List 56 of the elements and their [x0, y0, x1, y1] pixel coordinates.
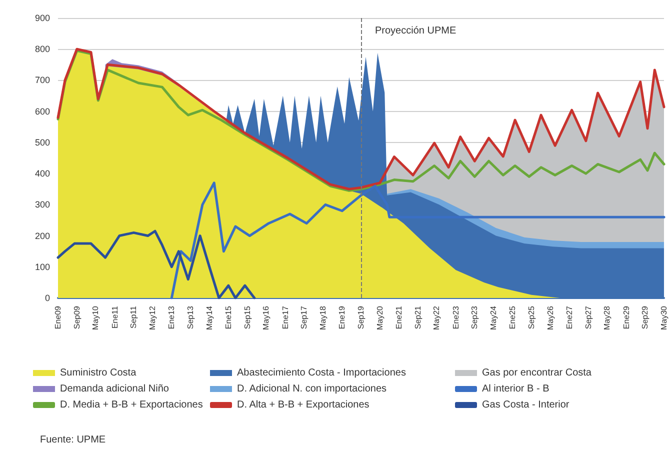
x-tick-label: Ene09 — [54, 305, 62, 330]
y-tick-label: 400 — [34, 168, 50, 179]
line-series — [56, 230, 256, 300]
y-tick-label: 200 — [34, 230, 50, 241]
x-tick-label: Ene27 — [564, 305, 574, 330]
x-tick-label: Ene25 — [508, 305, 518, 330]
ref-line-label: Proyección UPME — [375, 26, 456, 36]
x-tick-label: Ene13 — [167, 305, 176, 330]
legend-label: D. Adicional N. con importaciones — [237, 384, 387, 394]
x-tick-label: Sep17 — [300, 305, 309, 330]
x-tick-label: Sep27 — [584, 305, 593, 330]
y-tick-label: 0 — [44, 293, 50, 303]
x-tick-label: Sep19 — [356, 305, 366, 330]
x-tick-label: Ene15 — [224, 305, 233, 330]
y-tick-label: 900 — [34, 13, 50, 23]
x-tick-label: May16 — [262, 305, 271, 330]
x-tick-label: Sep13 — [186, 305, 196, 330]
x-tick-label: Ene29 — [622, 305, 631, 330]
x-tick-label: Sep23 — [470, 305, 480, 330]
x-tick-label: Sep25 — [527, 305, 536, 330]
legend-label: Abastecimiento Costa - Importaciones — [237, 368, 406, 378]
y-tick-label: 600 — [34, 106, 50, 116]
y-tick-label: 800 — [34, 44, 50, 54]
y-tick-label: 500 — [34, 137, 50, 148]
line-series — [170, 182, 666, 300]
x-tick-label: May10 — [91, 305, 100, 330]
legend-label: Gas Costa - Interior — [482, 400, 570, 410]
x-tick-label: Ene17 — [280, 305, 290, 330]
x-tick-label: Ene19 — [338, 305, 347, 330]
legend-label: Gas por encontrar Costa — [482, 368, 592, 378]
legend-label: D. Alta + B-B + Exportaciones — [237, 400, 370, 410]
legend-label: D. Media + B-B + Exportaciones — [60, 400, 203, 410]
legend-label: Demanda adicional Niño — [60, 384, 170, 394]
legend-label: Al interior B - B — [482, 384, 550, 394]
x-tick-label: May12 — [148, 305, 158, 330]
y-tick-label: 700 — [34, 75, 50, 86]
x-tick-label: May30 — [660, 305, 668, 330]
x-tick-label: Ene21 — [394, 305, 404, 330]
x-tick-label: May28 — [602, 305, 612, 330]
y-tick-label: 100 — [34, 262, 50, 272]
legend-label: Suministro Costa — [60, 368, 137, 378]
x-tick-label: May18 — [318, 305, 328, 330]
x-tick-label: Sep15 — [242, 305, 252, 330]
x-tick-label: May14 — [204, 305, 214, 330]
x-tick-label: May24 — [489, 305, 498, 330]
x-tick-label: May20 — [375, 305, 384, 330]
x-tick-label: May26 — [546, 305, 555, 330]
x-tick-label: Ene23 — [451, 305, 460, 330]
y-tick-label: 300 — [34, 200, 50, 210]
x-tick-label: Sep09 — [72, 305, 82, 330]
source-note: Fuente: UPME — [40, 434, 106, 446]
x-tick-label: Sep11 — [129, 305, 138, 329]
x-tick-label: Ene11 — [110, 305, 120, 329]
x-tick-label: Sep21 — [413, 305, 422, 330]
x-tick-label: Sep29 — [640, 305, 650, 330]
x-tick-label: May22 — [432, 305, 442, 330]
